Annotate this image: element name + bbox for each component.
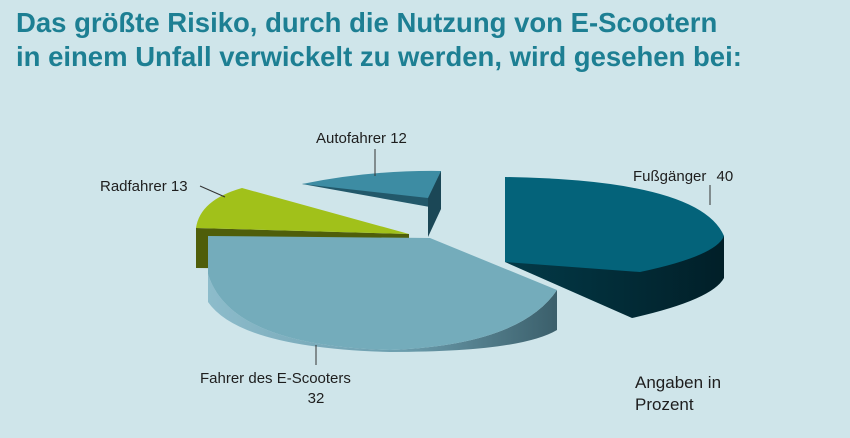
pie-slice-fahrer-des-e-scooters <box>208 236 557 352</box>
label-radfahrer-name: Radfahrer <box>100 178 167 195</box>
chart-title-line-2: in einem Unfall verwickelt zu werden, wi… <box>16 41 742 72</box>
label-radfahrer: Radfahrer 13 <box>100 178 188 195</box>
label-autofahrer-name: Autofahrer <box>316 130 386 147</box>
leader-line-radfahrer <box>199 185 226 198</box>
unit-note: Angaben in Prozent <box>635 372 721 416</box>
chart-title-line-1: Das größte Risiko, durch die Nutzung von… <box>16 7 718 38</box>
unit-note-line-2: Prozent <box>635 395 694 414</box>
chart-title: Das größte Risiko, durch die Nutzung von… <box>16 6 846 74</box>
pie-slice-autofahrer <box>302 170 441 237</box>
unit-note-line-1: Angaben in <box>635 373 722 392</box>
label-fussgaenger-value: 40 <box>717 168 734 185</box>
label-autofahrer: Autofahrer 12 <box>316 130 407 147</box>
label-fahrer-des-e-scooters-value: 32 <box>308 390 325 407</box>
label-fussgaenger: Fußgänger 40 <box>633 168 733 185</box>
pie-slice-fussgaenger <box>505 177 724 318</box>
label-fussgaenger-name: Fußgänger <box>633 168 706 185</box>
label-radfahrer-value: 13 <box>171 178 188 195</box>
label-autofahrer-value: 12 <box>390 130 407 147</box>
label-fahrer-des-e-scooters: Fahrer des E-Scooters <box>200 370 351 387</box>
